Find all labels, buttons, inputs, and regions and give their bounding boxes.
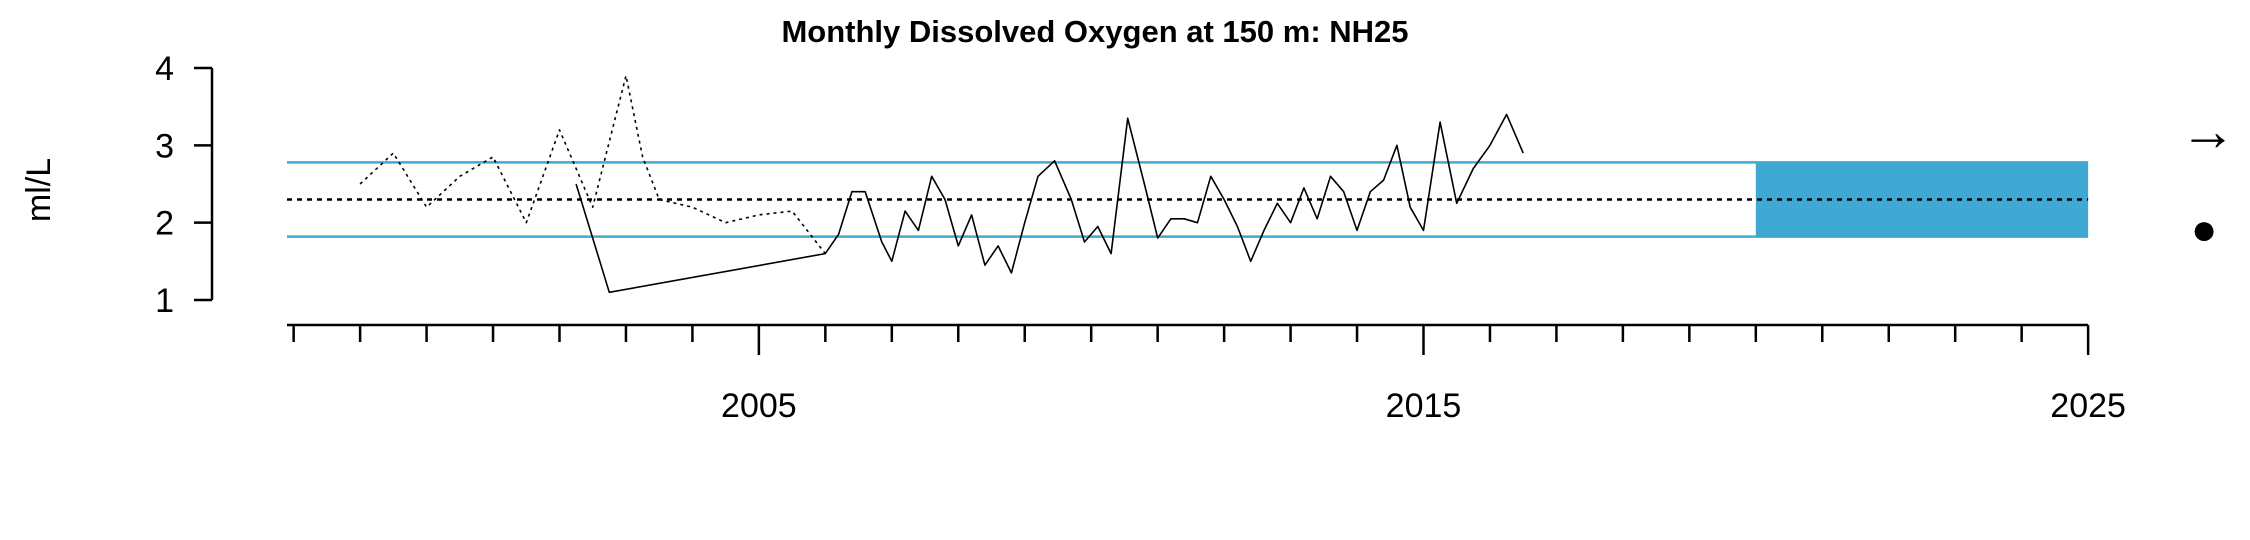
x-axis: 2005 2015 2025 xyxy=(287,323,2126,425)
series-group xyxy=(359,74,1524,294)
trend-arrow-icon: → xyxy=(2180,99,2236,162)
y-tick-label: 3 xyxy=(155,127,174,165)
x-tick-label: 2015 xyxy=(1386,387,1462,425)
chart-title: Monthly Dissolved Oxygen at 150 m: NH25 xyxy=(781,14,1408,49)
series-line-1 xyxy=(575,113,1524,294)
band-lines-group xyxy=(287,161,2089,238)
status-dot-icon: ● xyxy=(2191,205,2218,254)
y-axis: 1 2 3 4 xyxy=(155,50,214,320)
y-tick-label: 4 xyxy=(155,50,174,88)
x-tick-label: 2005 xyxy=(721,387,797,425)
y-tick-label: 1 xyxy=(155,282,174,320)
y-axis-label: ml/L xyxy=(20,158,58,222)
series-line-2 xyxy=(359,74,826,255)
y-tick-label: 2 xyxy=(155,205,174,243)
x-tick-label: 2025 xyxy=(2050,387,2126,425)
